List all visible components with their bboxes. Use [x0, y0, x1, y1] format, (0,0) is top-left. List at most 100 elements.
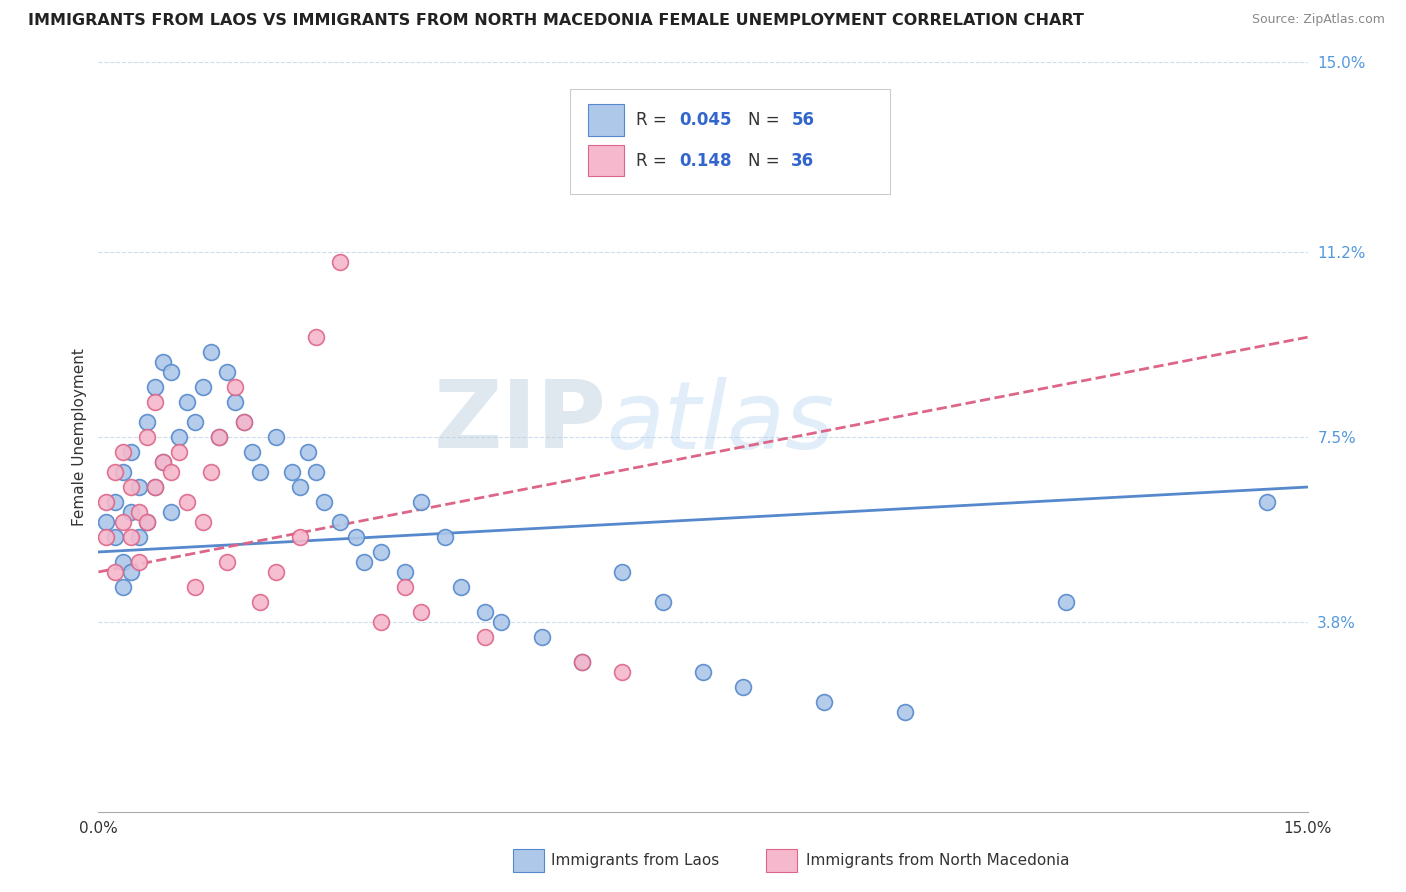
Point [249, 465, 271, 479]
Point [491, 615, 513, 629]
Point [128, 530, 150, 544]
Point [103, 465, 125, 479]
Point [184, 580, 207, 594]
Point [1256, 495, 1278, 509]
Point [813, 695, 835, 709]
Point [152, 355, 174, 369]
Point [692, 665, 714, 679]
Point [120, 505, 142, 519]
Point [329, 255, 352, 269]
Text: 0.045: 0.045 [679, 112, 731, 129]
Point [128, 480, 150, 494]
Point [224, 395, 246, 409]
Text: Immigrants from Laos: Immigrants from Laos [551, 854, 720, 868]
Point [128, 505, 150, 519]
Point [394, 565, 416, 579]
Point [240, 445, 263, 459]
Point [120, 565, 142, 579]
Point [135, 415, 157, 429]
Point [249, 595, 271, 609]
Point [281, 465, 304, 479]
Point [434, 530, 457, 544]
Text: atlas: atlas [606, 376, 835, 467]
Point [232, 415, 254, 429]
Text: Immigrants from North Macedonia: Immigrants from North Macedonia [806, 854, 1069, 868]
Text: 0.148: 0.148 [679, 152, 731, 169]
Point [111, 555, 134, 569]
Point [135, 515, 157, 529]
Point [120, 530, 142, 544]
Point [160, 505, 183, 519]
Point [530, 630, 553, 644]
Point [264, 430, 287, 444]
Point [120, 480, 142, 494]
FancyBboxPatch shape [569, 88, 890, 194]
Text: N =: N = [748, 152, 785, 169]
Point [103, 565, 125, 579]
Point [167, 445, 190, 459]
Point [143, 380, 166, 394]
Point [1054, 595, 1077, 609]
Point [96, 495, 118, 509]
Point [474, 630, 496, 644]
Point [893, 705, 915, 719]
Point [103, 495, 125, 509]
Point [329, 515, 352, 529]
Point [135, 430, 157, 444]
Point [160, 365, 183, 379]
Point [217, 365, 239, 379]
Point [288, 530, 311, 544]
Point [612, 565, 634, 579]
Text: 56: 56 [792, 112, 814, 129]
Point [128, 555, 150, 569]
Text: IMMIGRANTS FROM LAOS VS IMMIGRANTS FROM NORTH MACEDONIA FEMALE UNEMPLOYMENT CORR: IMMIGRANTS FROM LAOS VS IMMIGRANTS FROM … [28, 13, 1084, 29]
Point [111, 445, 134, 459]
Point [297, 445, 319, 459]
Text: N =: N = [748, 112, 785, 129]
Point [571, 655, 593, 669]
Point [120, 445, 142, 459]
Point [409, 495, 432, 509]
Point [353, 555, 375, 569]
Point [96, 515, 118, 529]
Point [200, 345, 222, 359]
Point [288, 480, 311, 494]
Text: R =: R = [637, 112, 672, 129]
Point [208, 430, 231, 444]
Text: R =: R = [637, 152, 678, 169]
Point [152, 455, 174, 469]
Point [305, 465, 328, 479]
Point [176, 395, 198, 409]
Point [450, 580, 472, 594]
Text: Source: ZipAtlas.com: Source: ZipAtlas.com [1251, 13, 1385, 27]
Point [264, 565, 287, 579]
Point [370, 545, 392, 559]
Bar [588, 104, 624, 136]
Y-axis label: Female Unemployment: Female Unemployment [72, 348, 87, 526]
Point [370, 615, 392, 629]
Point [344, 530, 367, 544]
Point [167, 430, 190, 444]
Point [176, 495, 198, 509]
Point [103, 530, 125, 544]
Point [651, 595, 673, 609]
Point [733, 680, 755, 694]
Point [143, 480, 166, 494]
Point [314, 495, 336, 509]
Point [193, 515, 215, 529]
Point [184, 415, 207, 429]
Point [143, 480, 166, 494]
Text: ZIP: ZIP [433, 376, 606, 468]
Point [111, 515, 134, 529]
Point [305, 330, 328, 344]
Point [111, 465, 134, 479]
Point [612, 665, 634, 679]
Point [217, 555, 239, 569]
Point [96, 530, 118, 544]
Point [135, 515, 157, 529]
Bar [588, 145, 624, 177]
Point [143, 395, 166, 409]
Point [571, 655, 593, 669]
Point [409, 605, 432, 619]
Text: 36: 36 [792, 152, 814, 169]
